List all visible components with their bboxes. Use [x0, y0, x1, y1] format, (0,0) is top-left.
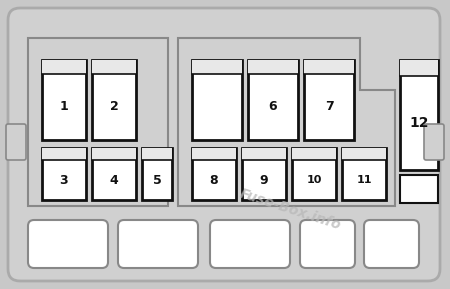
FancyBboxPatch shape — [28, 220, 108, 268]
Bar — [192, 60, 242, 74]
Bar — [92, 148, 136, 160]
FancyBboxPatch shape — [8, 8, 440, 281]
Bar — [242, 148, 286, 160]
Bar — [42, 60, 86, 140]
Text: 7: 7 — [324, 101, 333, 114]
Text: 5: 5 — [153, 173, 162, 186]
Bar — [92, 60, 136, 74]
Text: 4: 4 — [110, 173, 118, 186]
Text: Fuse-Box.info: Fuse-Box.info — [238, 187, 342, 233]
FancyBboxPatch shape — [300, 220, 355, 268]
Bar — [248, 60, 298, 74]
Text: 1: 1 — [59, 101, 68, 114]
Text: 3: 3 — [60, 173, 68, 186]
Bar — [192, 148, 236, 160]
Bar — [42, 148, 86, 200]
Bar — [304, 60, 354, 74]
Bar — [42, 60, 86, 74]
FancyBboxPatch shape — [210, 220, 290, 268]
Bar — [304, 60, 354, 140]
Bar — [400, 60, 438, 170]
Polygon shape — [178, 38, 395, 206]
Bar — [242, 148, 286, 200]
Text: 12: 12 — [409, 116, 429, 130]
Bar — [400, 60, 438, 76]
Text: 11: 11 — [356, 175, 372, 185]
Bar — [248, 60, 298, 140]
Text: 9: 9 — [260, 173, 268, 186]
Text: 6: 6 — [269, 101, 277, 114]
Bar — [142, 148, 172, 200]
Bar — [92, 60, 136, 140]
Bar — [342, 148, 386, 200]
Bar — [292, 148, 336, 160]
Bar — [342, 148, 386, 160]
Text: 2: 2 — [110, 101, 118, 114]
FancyBboxPatch shape — [118, 220, 198, 268]
FancyBboxPatch shape — [424, 124, 444, 160]
FancyBboxPatch shape — [364, 220, 419, 268]
Bar — [142, 148, 172, 160]
Text: 8: 8 — [210, 173, 218, 186]
Bar — [92, 148, 136, 200]
Bar — [400, 175, 438, 203]
Bar — [42, 148, 86, 160]
Bar — [292, 148, 336, 200]
Text: 10: 10 — [306, 175, 322, 185]
Bar — [192, 148, 236, 200]
Bar — [28, 38, 168, 206]
FancyBboxPatch shape — [6, 124, 26, 160]
Bar — [192, 60, 242, 140]
